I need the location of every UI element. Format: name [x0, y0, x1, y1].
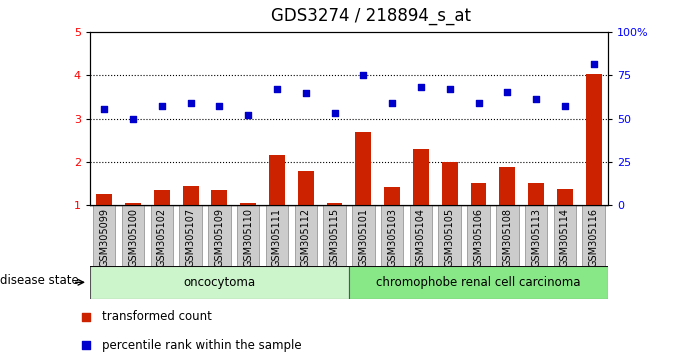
Text: GSM305104: GSM305104	[416, 208, 426, 267]
FancyBboxPatch shape	[525, 205, 547, 266]
Bar	[327, 203, 343, 205]
Text: GSM305099: GSM305099	[100, 208, 109, 267]
Text: GSM305106: GSM305106	[473, 208, 484, 267]
Bar	[298, 171, 314, 205]
Text: GSM305103: GSM305103	[387, 208, 397, 267]
Point	[272, 86, 283, 92]
Point	[588, 62, 599, 67]
FancyBboxPatch shape	[294, 205, 317, 266]
FancyBboxPatch shape	[122, 205, 144, 266]
Point	[185, 101, 196, 106]
FancyBboxPatch shape	[352, 205, 375, 266]
Text: GDS3274 / 218894_s_at: GDS3274 / 218894_s_at	[271, 7, 471, 25]
FancyBboxPatch shape	[151, 205, 173, 266]
FancyBboxPatch shape	[467, 205, 490, 266]
Point	[81, 314, 92, 320]
Text: GSM305111: GSM305111	[272, 208, 282, 267]
Text: GSM305114: GSM305114	[560, 208, 570, 267]
Text: GSM305116: GSM305116	[589, 208, 598, 267]
Bar	[557, 189, 573, 205]
Point	[81, 342, 92, 348]
Bar	[240, 203, 256, 205]
Bar	[413, 149, 429, 205]
Text: oncocytoma: oncocytoma	[183, 276, 256, 289]
Point	[156, 104, 167, 109]
FancyBboxPatch shape	[349, 266, 608, 299]
Text: GSM305109: GSM305109	[214, 208, 225, 267]
Text: GSM305110: GSM305110	[243, 208, 253, 267]
Text: GSM305102: GSM305102	[157, 208, 167, 268]
Bar	[586, 74, 602, 205]
Bar	[269, 155, 285, 205]
Bar	[125, 203, 141, 205]
Bar	[211, 190, 227, 205]
Text: GSM305115: GSM305115	[330, 208, 339, 268]
FancyBboxPatch shape	[323, 205, 346, 266]
Bar	[96, 194, 112, 205]
FancyBboxPatch shape	[90, 266, 349, 299]
Bar	[355, 132, 371, 205]
Bar	[384, 187, 400, 205]
Text: GSM305100: GSM305100	[128, 208, 138, 267]
Point	[386, 101, 397, 106]
Text: GSM305107: GSM305107	[186, 208, 196, 268]
Point	[444, 86, 455, 92]
FancyBboxPatch shape	[237, 205, 259, 266]
Bar	[500, 167, 515, 205]
Bar	[442, 162, 457, 205]
Text: disease state: disease state	[0, 274, 79, 287]
Bar	[154, 190, 170, 205]
FancyBboxPatch shape	[410, 205, 432, 266]
Point	[99, 106, 110, 112]
Text: GSM305113: GSM305113	[531, 208, 541, 267]
Text: transformed count: transformed count	[102, 310, 212, 324]
Point	[473, 101, 484, 106]
FancyBboxPatch shape	[496, 205, 518, 266]
Bar	[528, 183, 544, 205]
Text: GSM305105: GSM305105	[445, 208, 455, 268]
Point	[127, 116, 138, 121]
Text: GSM305112: GSM305112	[301, 208, 311, 268]
FancyBboxPatch shape	[439, 205, 461, 266]
Point	[214, 104, 225, 109]
FancyBboxPatch shape	[180, 205, 202, 266]
FancyBboxPatch shape	[93, 205, 115, 266]
Bar	[471, 183, 486, 205]
Text: chromophobe renal cell carcinoma: chromophobe renal cell carcinoma	[377, 276, 580, 289]
FancyBboxPatch shape	[381, 205, 404, 266]
Point	[243, 112, 254, 118]
Point	[329, 110, 340, 116]
FancyBboxPatch shape	[583, 205, 605, 266]
Point	[415, 85, 426, 90]
FancyBboxPatch shape	[208, 205, 231, 266]
Text: GSM305101: GSM305101	[359, 208, 368, 267]
Bar	[182, 186, 198, 205]
Point	[502, 89, 513, 95]
FancyBboxPatch shape	[266, 205, 288, 266]
Point	[559, 104, 570, 109]
Point	[358, 72, 369, 78]
Text: GSM305108: GSM305108	[502, 208, 512, 267]
Text: percentile rank within the sample: percentile rank within the sample	[102, 338, 301, 352]
FancyBboxPatch shape	[553, 205, 576, 266]
Point	[531, 96, 542, 102]
Point	[300, 91, 311, 96]
